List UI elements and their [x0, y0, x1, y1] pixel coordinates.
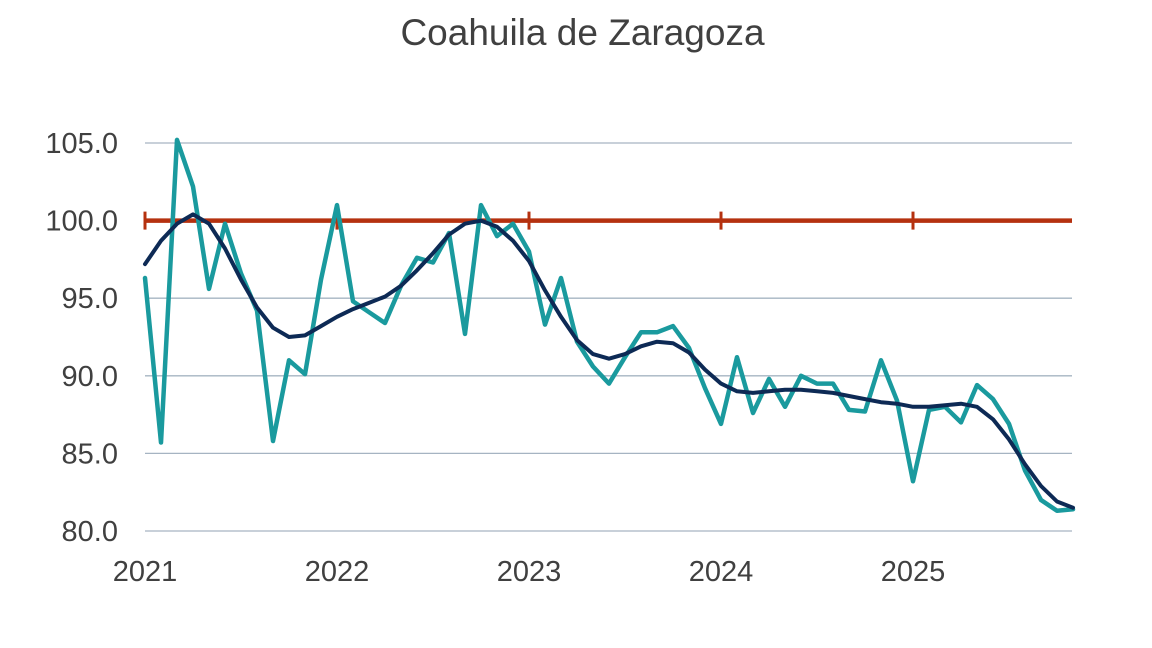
- x-tick-label: 2022: [305, 556, 370, 588]
- monthly-series-line: [142, 137, 1076, 514]
- series-lines: [142, 137, 1076, 514]
- y-tick-label: 90.0: [62, 361, 118, 393]
- reference-line-group: [143, 211, 1072, 230]
- x-tick-label: 2023: [497, 556, 562, 588]
- trend-series-line: [143, 212, 1075, 510]
- gridlines: [145, 142, 1072, 532]
- chart-title: Coahuila de Zaragoza: [400, 12, 765, 53]
- y-tick-label: 80.0: [62, 516, 118, 548]
- x-tick-label: 2024: [689, 556, 754, 588]
- y-tick-label: 95.0: [62, 283, 118, 315]
- y-tick-label: 105.0: [45, 128, 118, 160]
- x-axis-tick-labels: 2021 2022 2023 2024 2025: [113, 556, 946, 588]
- y-tick-label: 85.0: [62, 438, 118, 470]
- x-tick-label: 2025: [881, 556, 946, 588]
- x-tick-label: 2021: [113, 556, 178, 588]
- y-axis-tick-labels: 105.0 100.0 95.0 90.0 85.0 80.0: [45, 128, 118, 548]
- y-tick-label: 100.0: [45, 206, 118, 238]
